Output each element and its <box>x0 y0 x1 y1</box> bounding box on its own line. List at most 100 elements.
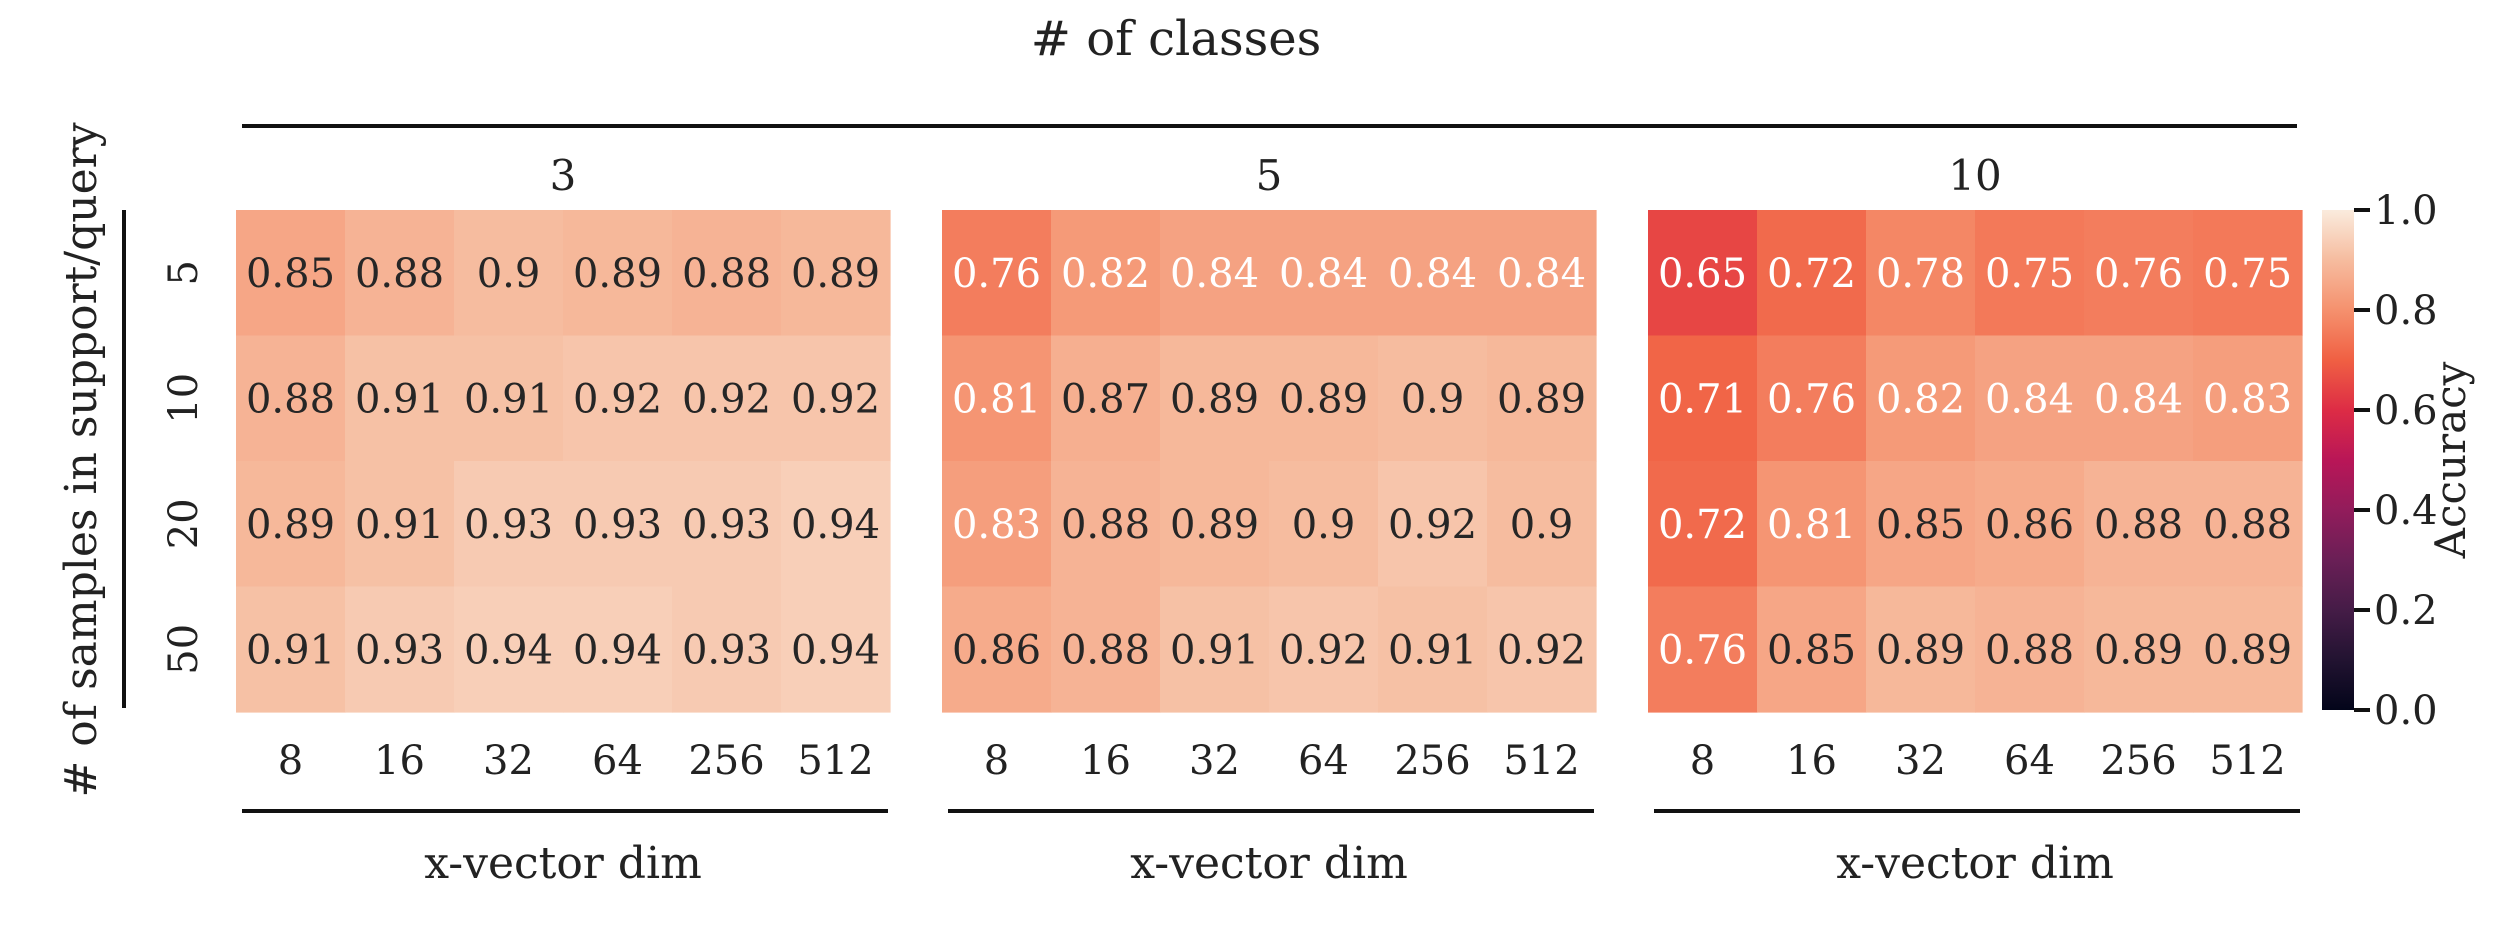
heatmap-cell <box>2193 461 2303 588</box>
x-tick-label: 512 <box>2209 738 2285 784</box>
heatmap-cell <box>1866 335 1976 462</box>
heatmap-cell <box>942 210 1052 337</box>
heatmap-cell <box>781 335 891 462</box>
cell-value-label: 0.76 <box>1767 376 1856 422</box>
heatmap-cell <box>1757 335 1867 462</box>
heatmap-cell <box>1648 335 1758 462</box>
cell-value-label: 0.88 <box>2203 502 2292 548</box>
heatmap-cell <box>1269 461 1379 588</box>
x-tick-label: 256 <box>688 738 764 784</box>
cell-value-label: 0.75 <box>1985 251 2074 297</box>
colorbar-tick-label: 0.4 <box>2374 488 2438 534</box>
heatmap-cell <box>2193 586 2303 713</box>
heatmap-cell <box>1866 461 1976 588</box>
cell-value-label: 0.89 <box>2203 627 2292 673</box>
heatmap-cell <box>1378 335 1488 462</box>
cell-value-label: 0.89 <box>1497 376 1586 422</box>
cell-value-label: 0.94 <box>573 627 662 673</box>
x-tick-label: 16 <box>1786 738 1837 784</box>
cell-value-label: 0.83 <box>952 502 1041 548</box>
heatmap-cell <box>942 335 1052 462</box>
cell-value-label: 0.84 <box>2094 376 2183 422</box>
cell-value-label: 0.75 <box>2203 251 2292 297</box>
heatmap-cell <box>1051 586 1161 713</box>
heatmap-cell <box>454 586 564 713</box>
heatmap-cell <box>1757 461 1867 588</box>
cell-value-label: 0.91 <box>1170 627 1259 673</box>
colorbar-label: Accuracy <box>2426 361 2475 559</box>
chart-title: # of classes <box>1031 11 1322 67</box>
heatmap-cell <box>563 586 673 713</box>
cell-value-label: 0.82 <box>1876 376 1965 422</box>
cell-value-label: 0.88 <box>1985 627 2074 673</box>
cell-value-label: 0.76 <box>2094 251 2183 297</box>
colorbar: 0.0 0.2 0.4 0.6 0.8 1.0 Accuracy <box>2322 188 2475 734</box>
heatmap-cell <box>1160 461 1270 588</box>
cell-value-label: 0.65 <box>1658 251 1747 297</box>
x-tick-label: 16 <box>374 738 425 784</box>
x-tick-label: 256 <box>1394 738 1470 784</box>
cell-value-label: 0.84 <box>1388 251 1477 297</box>
x-tick-label: 32 <box>483 738 534 784</box>
cell-value-label: 0.86 <box>1985 502 2074 548</box>
heatmap-cell <box>563 461 673 588</box>
heatmap-cell <box>781 461 891 588</box>
panel-title: 5 <box>1256 151 1283 200</box>
heatmap-cell <box>1269 335 1379 462</box>
colorbar-gradient <box>2322 210 2354 710</box>
cell-value-label: 0.92 <box>573 376 662 422</box>
heatmap-cell <box>1378 210 1488 337</box>
heatmap-cell <box>1866 586 1976 713</box>
heatmap-cell <box>454 335 564 462</box>
heatmap-cell <box>1866 210 1976 337</box>
cell-value-label: 0.89 <box>791 251 880 297</box>
cell-value-label: 0.87 <box>1061 376 1150 422</box>
heatmap-cell <box>563 335 673 462</box>
cell-value-label: 0.92 <box>1388 502 1477 548</box>
heatmap-cell <box>1648 210 1758 337</box>
cell-value-label: 0.9 <box>477 251 541 297</box>
heatmap-cell <box>2193 335 2303 462</box>
heatmap-cell <box>1487 586 1597 713</box>
heatmap-cell <box>1975 461 2085 588</box>
heatmap-cell <box>2084 586 2194 713</box>
cell-value-label: 0.86 <box>952 627 1041 673</box>
heatmap-cell <box>1487 210 1597 337</box>
heatmap-cell <box>672 335 782 462</box>
x-axis-label: x-vector dim <box>1130 838 1408 889</box>
cell-value-label: 0.81 <box>1767 502 1856 548</box>
heatmap-cell <box>781 586 891 713</box>
x-tick-label: 16 <box>1080 738 1131 784</box>
heatmap-cell <box>942 461 1052 588</box>
cell-value-label: 0.78 <box>1876 251 1965 297</box>
x-tick-label: 64 <box>592 738 643 784</box>
cell-value-label: 0.93 <box>682 627 771 673</box>
cell-value-label: 0.83 <box>2203 376 2292 422</box>
cell-value-label: 0.93 <box>464 502 553 548</box>
cell-value-label: 0.94 <box>791 627 880 673</box>
y-tick-label: 50 <box>161 624 207 675</box>
heatmap-cell <box>2193 210 2303 337</box>
cell-value-label: 0.72 <box>1767 251 1856 297</box>
heatmap-cell <box>1160 586 1270 713</box>
cell-value-label: 0.81 <box>952 376 1041 422</box>
cell-value-label: 0.82 <box>1061 251 1150 297</box>
cell-value-label: 0.84 <box>1170 251 1259 297</box>
y-tick-label: 20 <box>161 498 207 549</box>
cell-value-label: 0.94 <box>464 627 553 673</box>
y-tick-label: 10 <box>161 373 207 424</box>
heatmap-cell <box>2084 461 2194 588</box>
heatmap-cell <box>1269 210 1379 337</box>
heatmap-cell <box>345 210 455 337</box>
colorbar-tick-label: 1.0 <box>2374 188 2438 234</box>
heatmap-cell <box>1051 461 1161 588</box>
cell-value-label: 0.9 <box>1292 502 1356 548</box>
cell-value-label: 0.92 <box>682 376 771 422</box>
y-axis-label: # of samples in support/query <box>56 122 107 797</box>
cell-value-label: 0.92 <box>1279 627 1368 673</box>
cell-value-label: 0.93 <box>355 627 444 673</box>
heatmap-cell <box>1051 210 1161 337</box>
heatmap-cell <box>1160 335 1270 462</box>
cell-value-label: 0.85 <box>1767 627 1856 673</box>
